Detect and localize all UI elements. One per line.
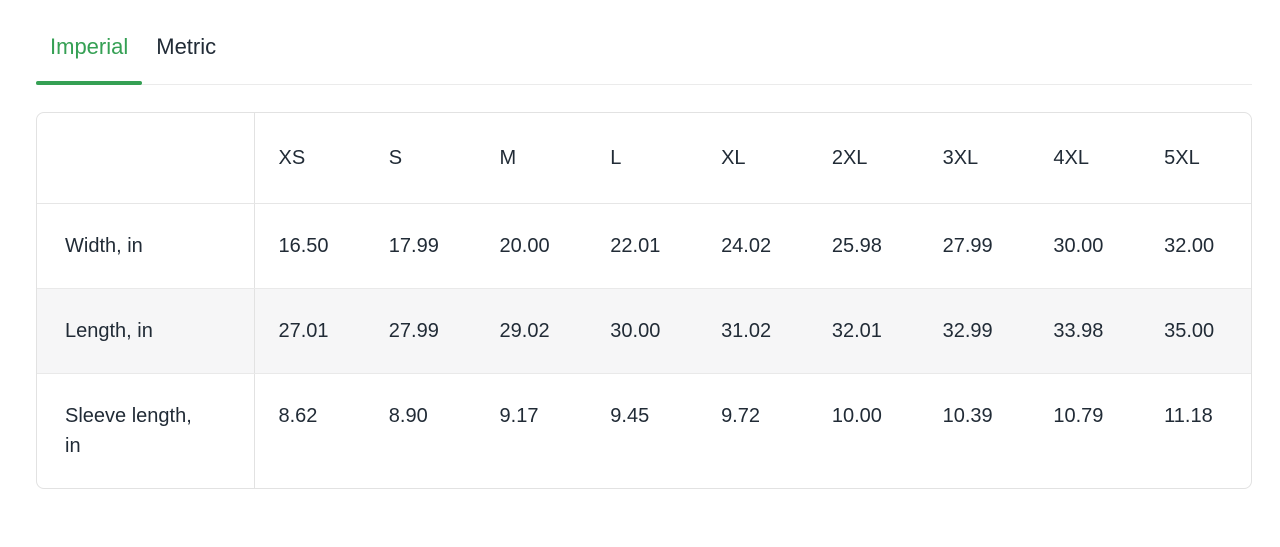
tab-imperial[interactable]: Imperial: [36, 34, 143, 85]
table-cell: 31.02: [697, 288, 808, 374]
table-cell: 9.72: [721, 405, 760, 427]
row-label: Length, in: [37, 288, 255, 374]
table-cell: 10.79: [1053, 405, 1104, 427]
table-cell: 10.00: [831, 405, 882, 427]
column-header-xl: XL: [697, 113, 808, 204]
table-cell: 8.62: [278, 405, 318, 427]
column-header-2xl: 2XL: [807, 113, 919, 204]
column-header-m: M: [475, 113, 587, 204]
table-cell: 16.50: [254, 203, 365, 289]
header-row: XS S M L XL 2XL 3XL 4XL 5XL: [37, 113, 1251, 204]
table-cell: 35.00: [1140, 288, 1251, 374]
table-row-sleeve-length-in: Sleeve length, in 8.62 8.90 9.17 9.45 9.72 10.…: [37, 373, 1251, 488]
table-cell: 30.00: [586, 288, 698, 374]
column-header-xs: XS: [254, 113, 365, 204]
table-cell: 10.39: [942, 405, 993, 427]
table-row-width-in: Width, in 16.50 17.99 20.00 22.01 24.02 25.98 2…: [37, 203, 1251, 289]
size-table-container: XS S M L XL 2XL 3XL 4XL 5XL Width, in 16.50 17.99 2…: [36, 112, 1252, 489]
row-label-text: Width, in: [65, 235, 143, 257]
size-table: XS S M L XL 2XL 3XL 4XL 5XL Width, in 16.50 17.99 2…: [37, 113, 1251, 488]
table-cell: 17.99: [364, 203, 476, 289]
table-cell: 20.00: [475, 203, 587, 289]
table-cell: 32.01: [807, 288, 919, 374]
table-cell: 11.18: [1164, 405, 1213, 427]
table-cell: 30.00: [1029, 203, 1141, 289]
size-chart-panel: Imperial Metric XS S M L XL 2XL 3XL 4XL 5XL Width…: [36, 34, 1252, 489]
empty-header-cell: [37, 113, 255, 204]
column-header-3xl: 3XL: [918, 113, 1030, 204]
row-label: Width, in: [37, 203, 255, 289]
table-cell: 22.01: [586, 203, 698, 289]
tab-metric[interactable]: Metric: [156, 34, 217, 59]
table-cell: 32.00: [1140, 203, 1251, 289]
row-label-text: Length, in: [65, 320, 153, 342]
column-header-4xl: 4XL: [1029, 113, 1141, 204]
row-label: Sleeve length, in: [37, 373, 255, 488]
table-cell: 33.98: [1029, 288, 1141, 374]
row-label-text: Sleeve length, in: [65, 405, 192, 457]
table-row-length-in: Length, in 27.01 27.99 29.02 30.00 31.02 32.01…: [37, 288, 1251, 374]
table-cell: 27.99: [918, 203, 1030, 289]
column-header-5xl: 5XL: [1140, 113, 1251, 204]
column-header-s: S: [364, 113, 476, 204]
table-cell: 9.17: [499, 405, 539, 427]
table-cell: 25.98: [807, 203, 919, 289]
table-cell: 8.90: [388, 405, 428, 427]
column-header-l: L: [586, 113, 698, 204]
unit-tabs: Imperial Metric: [36, 34, 1252, 85]
table-cell: 27.01: [254, 288, 365, 374]
table-cell: 24.02: [697, 203, 808, 289]
table-cell: 9.45: [610, 405, 650, 427]
table-cell: 32.99: [918, 288, 1030, 374]
table-cell: 27.99: [364, 288, 476, 374]
table-cell: 29.02: [475, 288, 587, 374]
